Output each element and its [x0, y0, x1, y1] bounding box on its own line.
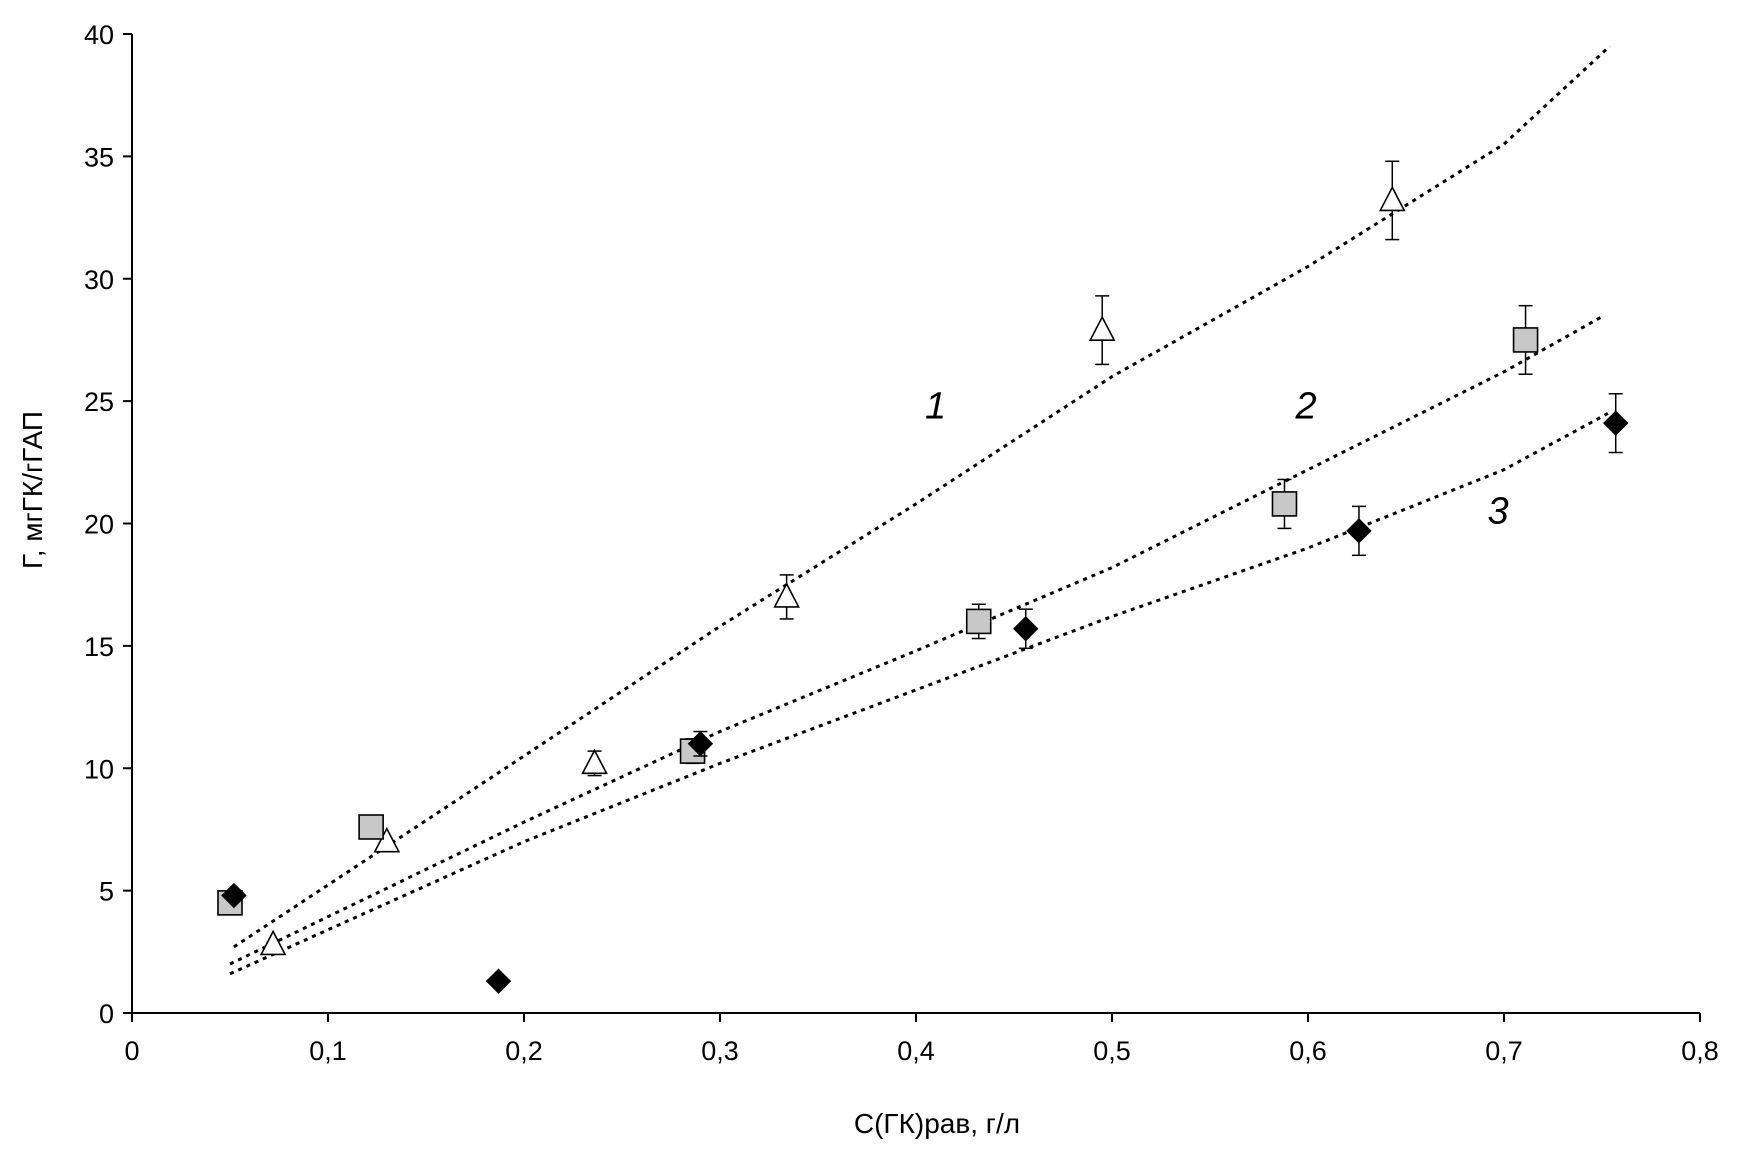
triangle-point-series-1 [373, 826, 401, 853]
trend-line-3 [229, 412, 1609, 976]
diamond-point-series-3 [1603, 410, 1629, 436]
x-tick-label: 0,8 [1681, 1036, 1719, 1066]
triangle-point-series-1 [259, 929, 287, 956]
curve-label-2: 2 [1294, 385, 1316, 427]
diamond-point-series-3 [687, 731, 714, 757]
triangle-point-series-1 [581, 748, 608, 775]
y-tick-label: 10 [84, 754, 114, 784]
square-point-series-2 [358, 814, 384, 840]
x-axis-title: С(ГК)рав, г/л [854, 1108, 1020, 1139]
x-tick-label: 0,5 [1093, 1036, 1131, 1066]
y-axis-title: Г, мгГК/гГАП [17, 411, 48, 569]
square-point-series-2 [1512, 327, 1539, 353]
square-point-series-2 [965, 608, 992, 635]
x-tick-label: 0,3 [701, 1036, 739, 1066]
y-tick-label: 20 [84, 510, 114, 540]
diamond-point-series-3 [485, 968, 512, 994]
curve-label-3: 3 [1488, 491, 1509, 533]
trend-line-1 [233, 45, 1611, 949]
y-tick-label: 30 [84, 265, 114, 295]
x-tick-label: 0,1 [309, 1036, 347, 1066]
diamond-point-series-3 [221, 882, 247, 909]
y-tick-label: 40 [84, 20, 114, 50]
square-point-series-2 [1271, 491, 1298, 517]
triangle-point-series-1 [1378, 185, 1406, 212]
triangle-point-series-1 [773, 582, 800, 608]
y-tick-label: 35 [84, 142, 114, 172]
x-tick-label: 0,6 [1289, 1036, 1327, 1066]
diamond-point-series-3 [1013, 616, 1039, 642]
plot-area: 0 0,1 0,2 0,3 0,4 0,5 0,6 0,7 0,8 0 5 10 15 20 25 30 35 4… [84, 20, 1719, 1066]
diamond-point-series-3 [1346, 518, 1372, 544]
x-tick-label: 0,7 [1485, 1036, 1523, 1066]
curve-label-1: 1 [925, 385, 946, 427]
x-tick-label: 0 [124, 1036, 139, 1066]
y-tick-label: 25 [84, 387, 114, 417]
y-tick-label: 0 [99, 999, 114, 1029]
x-tick-label: 0,2 [505, 1036, 543, 1066]
y-tick-label: 15 [84, 632, 114, 662]
y-tick-label: 5 [99, 877, 114, 907]
trend-line-2 [229, 314, 1605, 966]
triangle-point-series-1 [1088, 315, 1116, 341]
x-tick-label: 0,4 [897, 1036, 935, 1066]
